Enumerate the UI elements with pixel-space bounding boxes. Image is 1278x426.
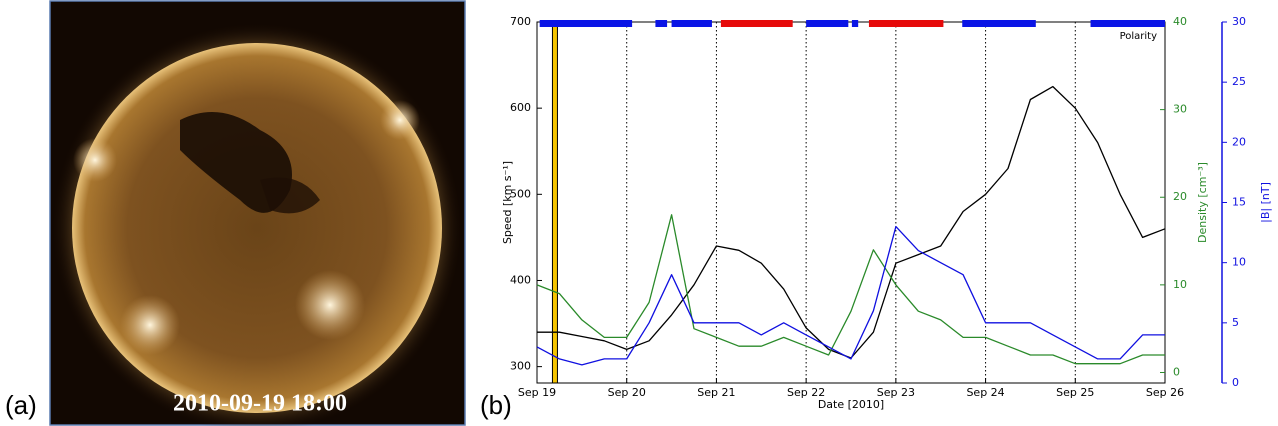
x-tick-label: Sep 22 <box>787 386 825 399</box>
y2-tick-label: 20 <box>1173 190 1187 203</box>
polarity-segment <box>962 20 1036 27</box>
y3-tick-label: 15 <box>1232 196 1246 209</box>
y-tick-label: 600 <box>510 101 531 114</box>
series-line <box>536 225 1165 366</box>
y3-tick-label: 0 <box>1232 376 1239 389</box>
y-tick-label: 700 <box>510 15 531 28</box>
polarity-segment <box>655 20 668 27</box>
y2-tick-label: 30 <box>1173 103 1187 116</box>
image-caption: 2010-09-19 18:00 <box>173 391 347 417</box>
panel-label: (a) <box>5 390 37 420</box>
x-tick-label: Sep 24 <box>966 386 1004 399</box>
y3-tick-label: 30 <box>1232 15 1246 28</box>
plot-frame <box>536 21 1166 384</box>
solar-image: 2010-09-19 18:00 <box>49 0 466 426</box>
y3-axis-label: |B| [nT] <box>1259 182 1272 223</box>
y-tick-label: 500 <box>510 187 531 200</box>
y-axis-label: Speed [km s⁻¹] <box>501 161 514 244</box>
time-series-chart: Sep 19 Sep 20 Sep 21 Sep 22 Sep 23 Sep 24 Sep … <box>501 15 1272 411</box>
x-tick-label: Sep 25 <box>1056 386 1094 399</box>
polarity-segment <box>539 20 633 27</box>
y3-tick-label: 20 <box>1232 135 1246 148</box>
polarity-segment <box>868 20 944 27</box>
y3-tick-label: 5 <box>1232 316 1239 329</box>
polarity-segment <box>806 20 849 27</box>
y2-axis-label: Density [cm⁻³] <box>1196 162 1209 243</box>
polarity-segment <box>851 20 859 27</box>
x-tick-label: Sep 26 <box>1146 386 1184 399</box>
x-tick-label: Sep 23 <box>877 386 915 399</box>
y-tick-label: 300 <box>510 360 531 373</box>
polarity-segment <box>1090 20 1165 27</box>
x-tick-label: Sep 21 <box>697 386 735 399</box>
x-axis-label: Date [2010] <box>818 398 884 411</box>
y2-tick-label: 40 <box>1173 15 1187 28</box>
time-marker <box>551 21 558 384</box>
y3-tick-label: 10 <box>1232 256 1246 269</box>
y2-tick-label: 0 <box>1173 365 1180 378</box>
polarity-label: Polarity <box>1120 31 1158 42</box>
series-line <box>537 85 1166 359</box>
polarity-segment <box>671 20 712 27</box>
y-tick-label: 400 <box>510 273 531 286</box>
series-line <box>536 214 1165 365</box>
y2-tick-label: 10 <box>1173 278 1187 291</box>
x-tick-label: Sep 20 <box>608 386 646 399</box>
x-tick-label: Sep 19 <box>518 386 556 399</box>
polarity-segment <box>720 20 793 27</box>
panel-label: (b) <box>480 390 512 420</box>
y3-tick-label: 25 <box>1232 75 1246 88</box>
